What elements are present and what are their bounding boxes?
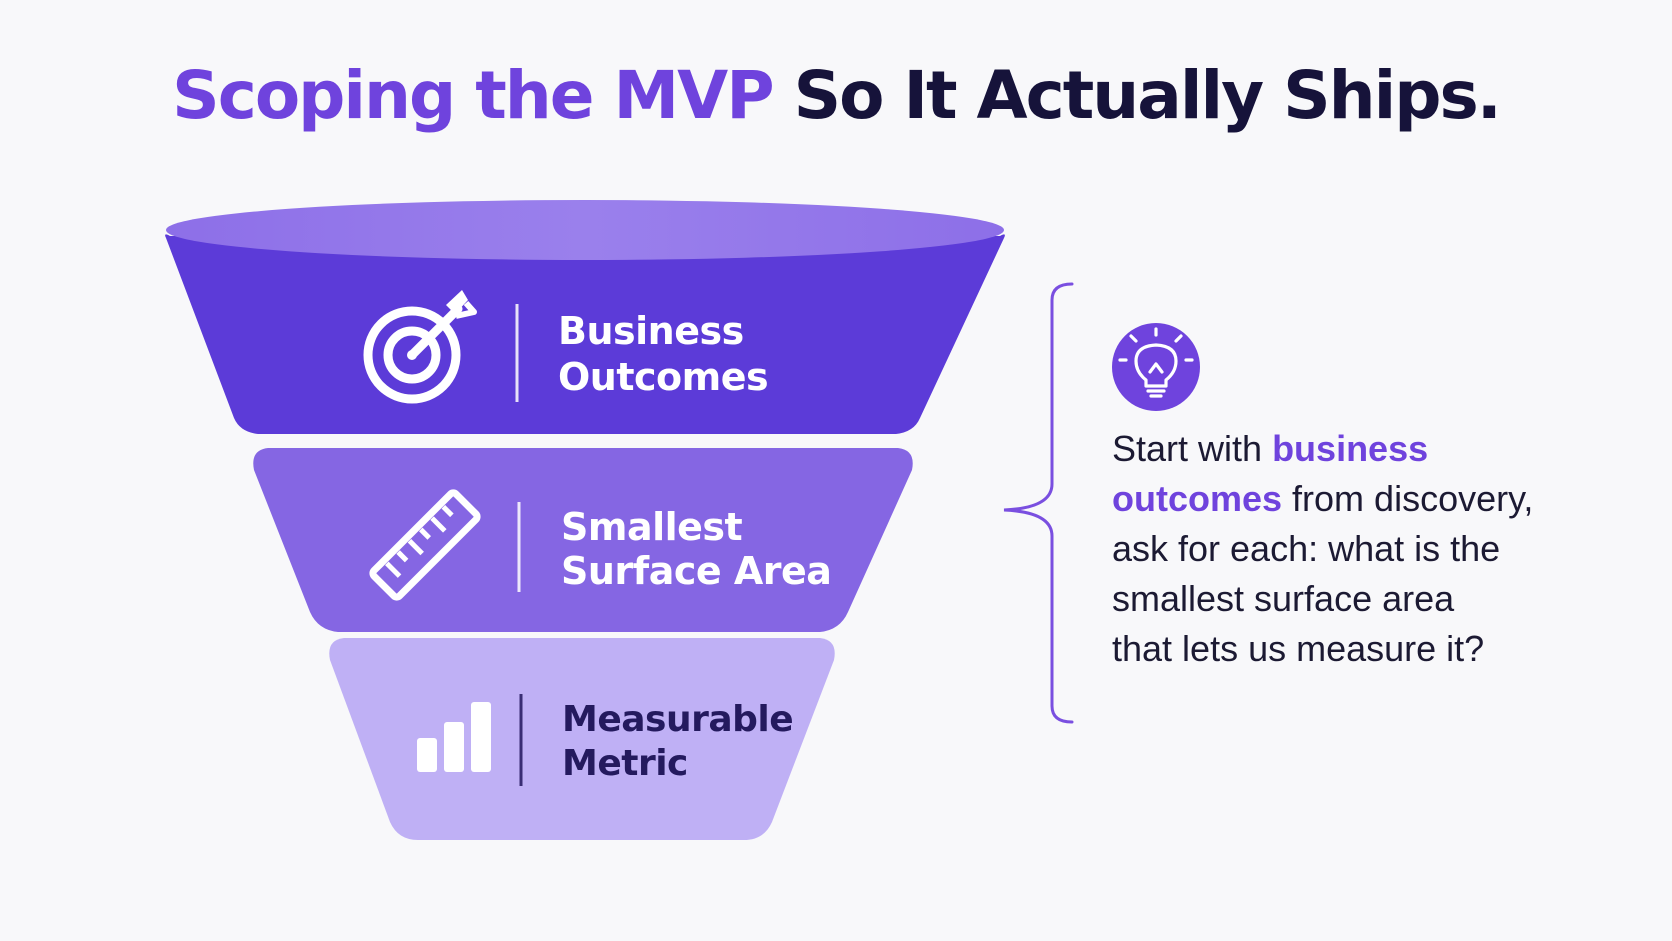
tier-label-business-outcomes: Business Outcomes [558,308,769,400]
callout-text: Start with business outcomes from discov… [1112,424,1632,674]
title-rest: So It Actually Ships. [772,57,1502,134]
tier-label-measurable-metric: Measurable Metric [562,698,794,786]
tier-1-line-2: Outcomes [558,355,769,399]
funnel-tier-smallest-surface-area [253,448,913,632]
callout-line-2: outcomes from discovery, [1112,478,1534,519]
callout-line-3: ask for each: what is the [1112,528,1501,569]
tier-2-line-1: Smallest [561,505,743,549]
tier-3-line-1: Measurable [562,699,794,740]
ruler-icon [369,489,481,601]
funnel-tier-business-outcomes [165,200,1005,434]
curly-bracket [1003,282,1074,724]
bar-chart-icon [417,702,491,772]
tier-1-line-1: Business [558,309,744,353]
lightbulb-icon [1112,323,1200,411]
target-icon [363,290,477,404]
tier-label-smallest-surface-area: Smallest Surface Area [561,505,832,593]
title-accent: Scoping the MVP [172,57,774,134]
funnel-rim [166,200,1004,260]
funnel-tier-measurable-metric [329,638,835,840]
callout-line-1: Start with business [1112,428,1429,469]
slide-title: Scoping the MVP So It Actually Ships. [0,58,1672,134]
callout-line-5: that lets us measure it? [1112,628,1485,669]
tier-3-line-2: Metric [562,743,688,784]
callout-line-4: smallest surface area [1112,578,1455,619]
tier-2-line-2: Surface Area [561,549,832,593]
